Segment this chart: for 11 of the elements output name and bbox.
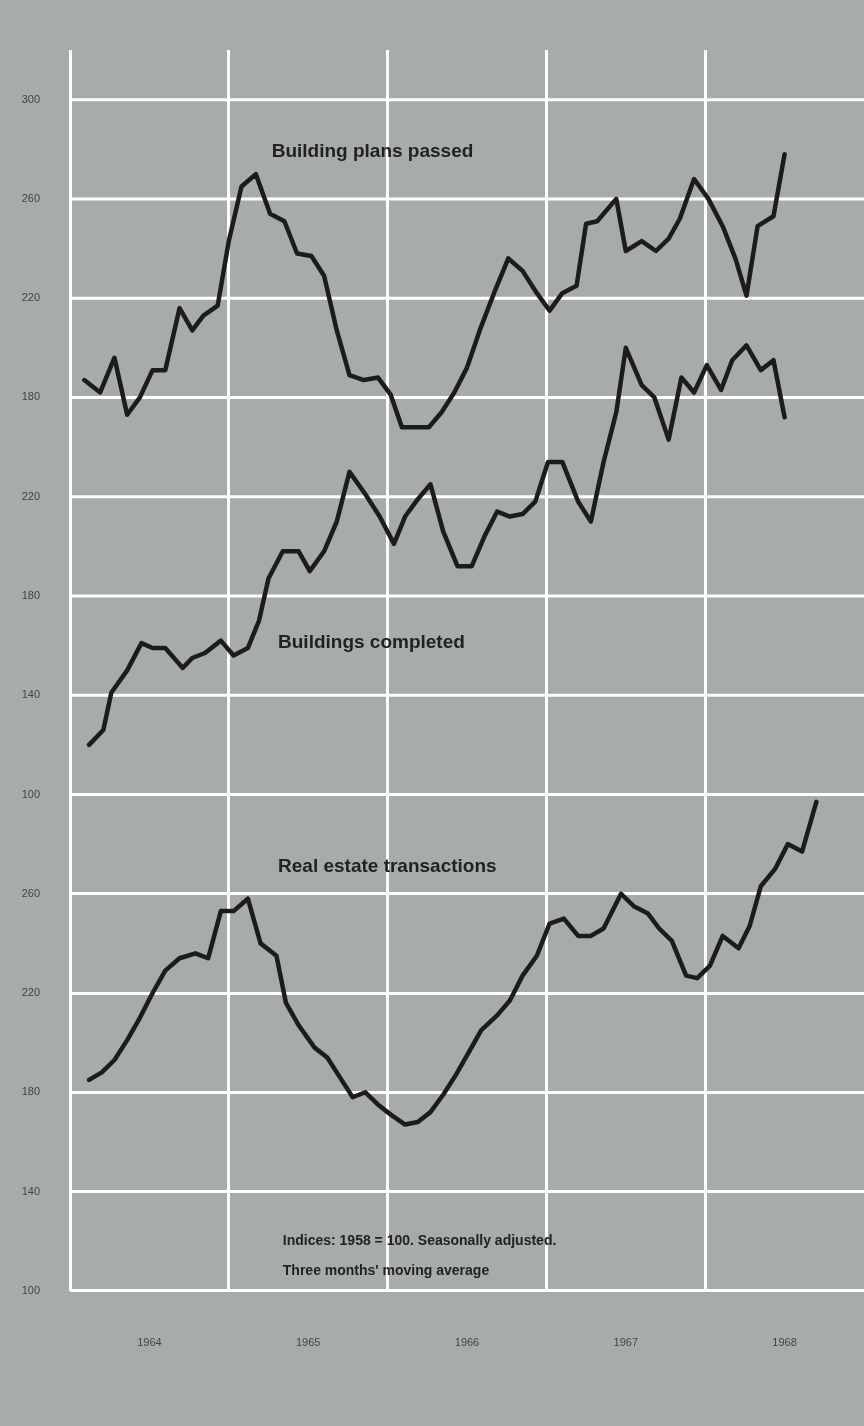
y-tick-label: 140 — [21, 1184, 40, 1197]
y-tick-label: 180 — [21, 1085, 40, 1098]
y-tick-label: 220 — [21, 986, 40, 999]
x-tick-label: 1965 — [295, 1336, 321, 1349]
y-tick-label: 100 — [21, 1283, 40, 1296]
y3-tick-label: 300 — [21, 92, 40, 105]
x-tick-label: 1968 — [772, 1336, 797, 1349]
x-tick-label: 1966 — [454, 1336, 480, 1349]
y-tick-label: 260 — [21, 886, 40, 899]
x-tick-label: 1964 — [137, 1336, 162, 1349]
x-tick-label: 1967 — [613, 1336, 639, 1349]
